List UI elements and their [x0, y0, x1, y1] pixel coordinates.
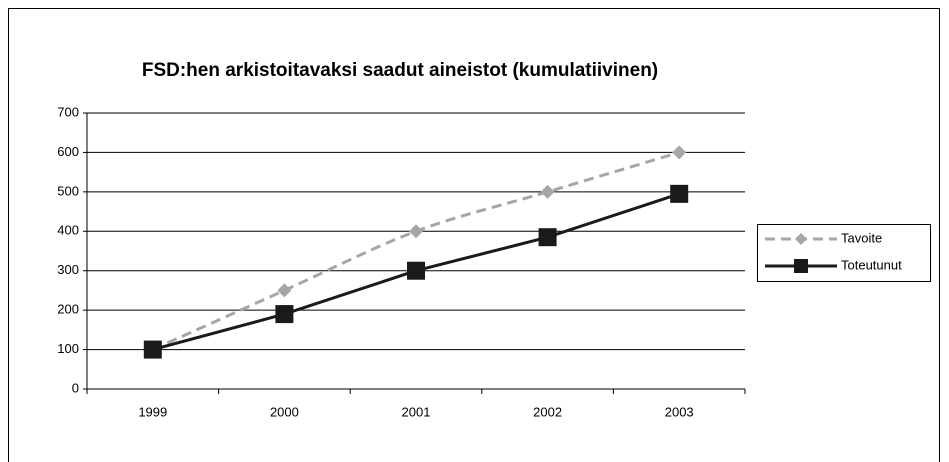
legend-marker: [795, 233, 807, 245]
data-point: [672, 145, 687, 160]
data-point: [540, 184, 555, 199]
data-point: [670, 184, 689, 203]
x-tick-label: 2002: [533, 404, 562, 419]
data-point: [277, 283, 292, 298]
y-tick-label: 300: [57, 262, 79, 277]
data-point: [409, 224, 423, 239]
y-tick-label: 700: [57, 104, 79, 119]
legend-box: [757, 224, 931, 282]
x-tick-label: 2001: [402, 404, 431, 419]
legend-label: Toteutunut: [841, 257, 902, 272]
y-tick-label: 600: [57, 144, 79, 159]
data-point: [407, 261, 425, 280]
y-tick-label: 200: [57, 302, 79, 317]
data-point: [538, 228, 557, 247]
y-tick-label: 400: [57, 223, 79, 238]
x-tick-label: 2000: [270, 404, 299, 419]
x-tick-label: 2003: [665, 404, 694, 419]
y-tick-label: 500: [57, 183, 79, 198]
x-tick-label: 1999: [138, 404, 167, 419]
data-point: [275, 305, 294, 324]
y-tick-label: 0: [72, 380, 79, 395]
legend-label: Tavoite: [841, 230, 882, 245]
legend-marker: [794, 259, 808, 273]
y-tick-label: 100: [57, 341, 79, 356]
chart-title: FSD:hen arkistoitavaksi saadut aineistot…: [142, 60, 658, 81]
data-point: [143, 340, 162, 359]
